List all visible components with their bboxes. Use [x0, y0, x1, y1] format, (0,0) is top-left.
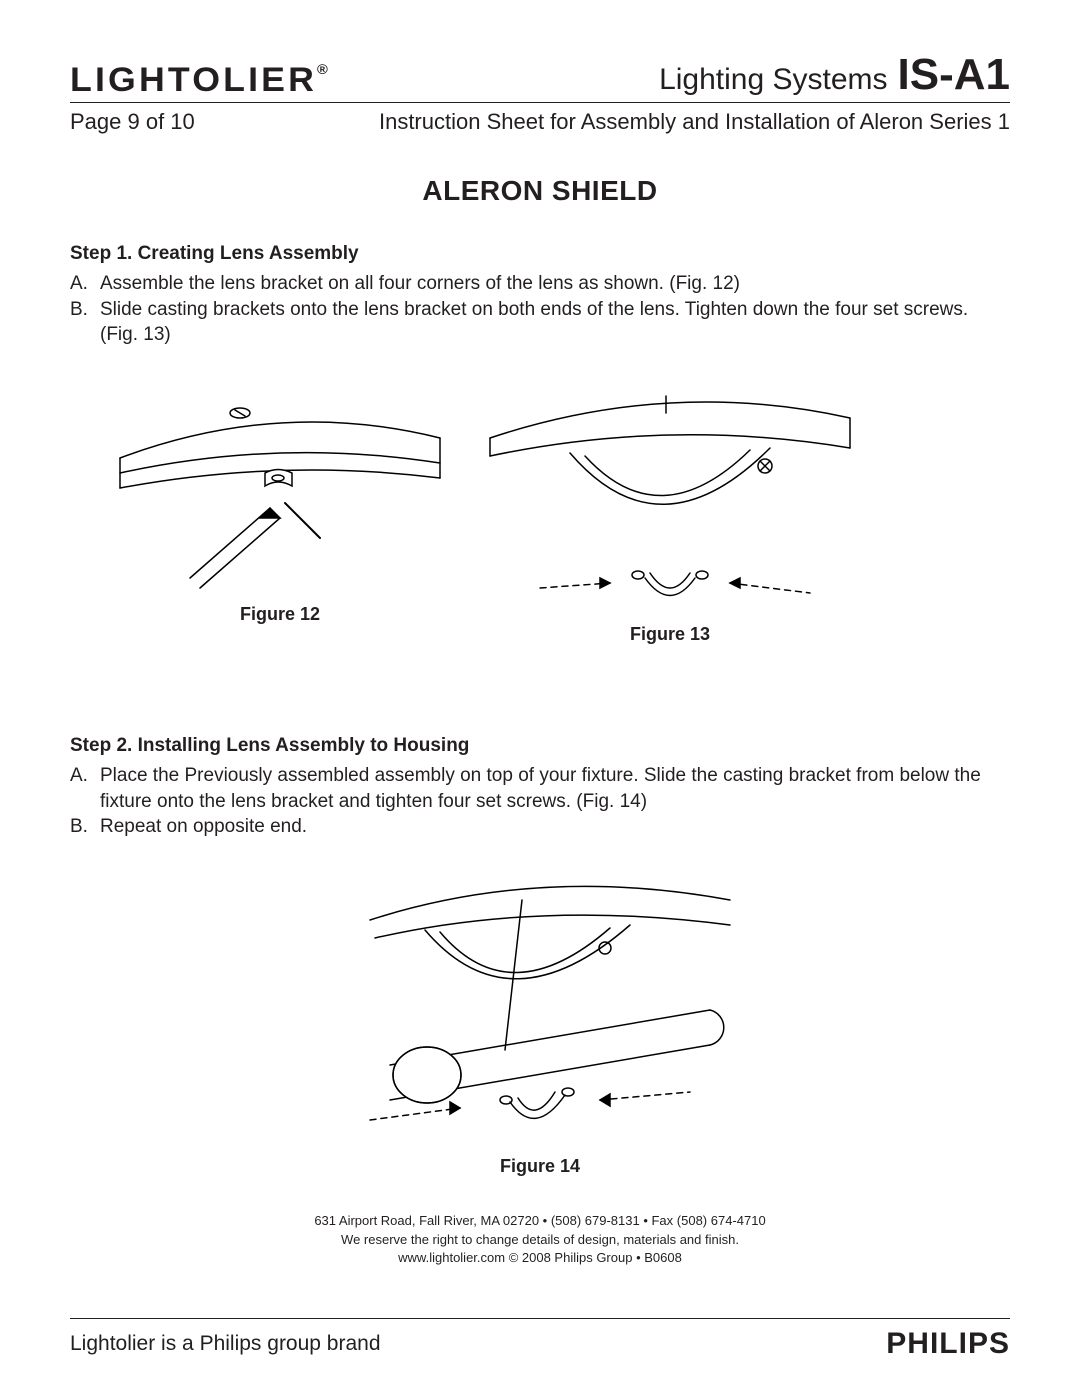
figures-row-1: Figure 12: [110, 378, 1010, 645]
footer-small: 631 Airport Road, Fall River, MA 02720 •…: [0, 1212, 1080, 1267]
brand-logo: LIGHTOLIER®: [70, 61, 331, 100]
registered-mark: ®: [317, 61, 331, 77]
figure-13-label: Figure 13: [480, 624, 860, 645]
step2-list: A. Place the Previously assembled assemb…: [70, 763, 1010, 840]
doc-code: IS-A1: [898, 50, 1010, 100]
item-text: Repeat on opposite end.: [100, 814, 307, 840]
header-sub: Page 9 of 10 Instruction Sheet for Assem…: [70, 109, 1010, 135]
step2-heading: Step 2. Installing Lens Assembly to Hous…: [70, 735, 1010, 757]
figures-row-2: Figure 14: [70, 870, 1010, 1177]
footer-rule: [70, 1318, 1010, 1319]
footer-disclaimer: We reserve the right to change details o…: [0, 1231, 1080, 1249]
section-title: ALERON SHIELD: [70, 175, 1010, 207]
footer-tagline: Lightolier is a Philips group brand: [70, 1332, 381, 1356]
doc-title: Instruction Sheet for Assembly and Insta…: [379, 109, 1010, 135]
brand-text: LIGHTOLIER: [70, 61, 317, 99]
figure-12-illustration: [110, 378, 450, 598]
footer-bar: Lightolier is a Philips group brand PHIL…: [70, 1318, 1010, 1361]
header-rule: [70, 102, 1010, 103]
figure-14-label: Figure 14: [330, 1156, 750, 1177]
philips-logo: PHILIPS: [886, 1327, 1010, 1361]
figure-14: Figure 14: [330, 870, 750, 1177]
step1-list: A. Assemble the lens bracket on all four…: [70, 271, 1010, 348]
list-item: B. Repeat on opposite end.: [70, 814, 1010, 840]
figure-14-illustration: [330, 870, 750, 1150]
footer-row: Lightolier is a Philips group brand PHIL…: [70, 1327, 1010, 1361]
list-item: B. Slide casting brackets onto the lens …: [70, 297, 1010, 348]
systems-label: Lighting Systems: [659, 63, 887, 97]
item-letter: B.: [70, 297, 100, 348]
item-letter: A.: [70, 763, 100, 814]
item-text: Assemble the lens bracket on all four co…: [100, 271, 740, 297]
figure-12-label: Figure 12: [110, 604, 450, 625]
item-letter: B.: [70, 814, 100, 840]
figure-13: Figure 13: [480, 378, 860, 645]
list-item: A. Assemble the lens bracket on all four…: [70, 271, 1010, 297]
list-item: A. Place the Previously assembled assemb…: [70, 763, 1010, 814]
item-letter: A.: [70, 271, 100, 297]
figure-12: Figure 12: [110, 378, 450, 645]
item-text: Place the Previously assembled assembly …: [100, 763, 1010, 814]
step1-heading: Step 1. Creating Lens Assembly: [70, 243, 1010, 265]
doc-code-block: Lighting Systems IS-A1: [659, 50, 1010, 100]
header-top: LIGHTOLIER® Lighting Systems IS-A1: [70, 50, 1010, 100]
footer-address: 631 Airport Road, Fall River, MA 02720 •…: [0, 1212, 1080, 1230]
footer-copyright: www.lightolier.com © 2008 Philips Group …: [0, 1249, 1080, 1267]
figure-13-illustration: [480, 378, 860, 618]
item-text: Slide casting brackets onto the lens bra…: [100, 297, 1010, 348]
page-number: Page 9 of 10: [70, 109, 195, 135]
